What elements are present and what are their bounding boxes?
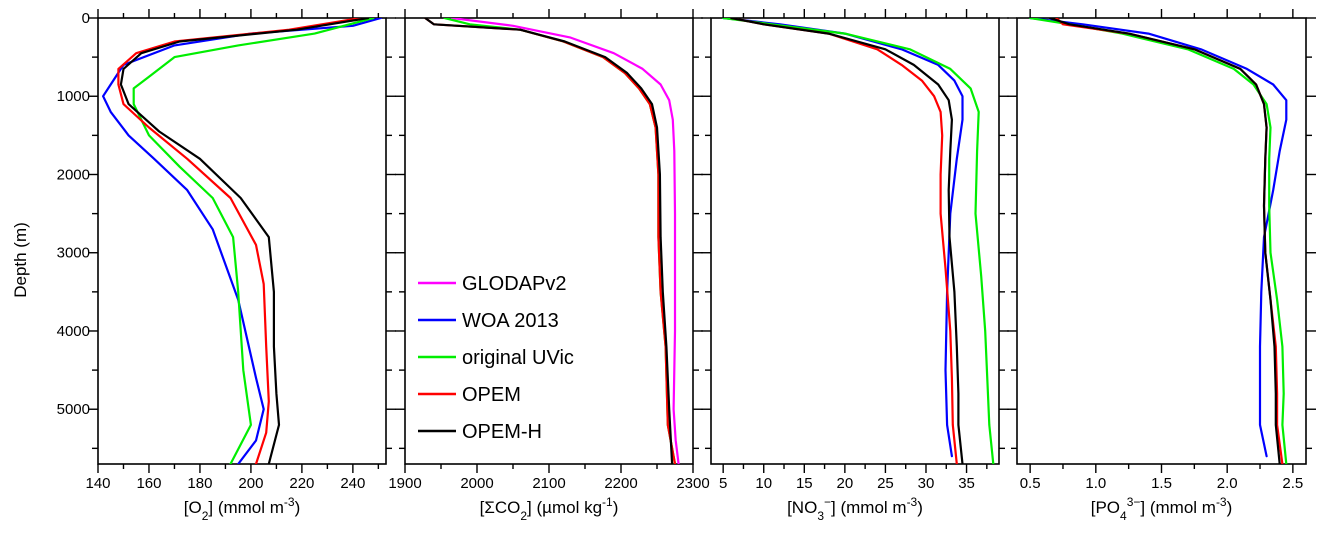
x-tick-label: 140 bbox=[85, 475, 110, 492]
series-group bbox=[424, 18, 680, 464]
series-line-opem-h bbox=[730, 18, 964, 464]
series-line-opem-h bbox=[424, 18, 674, 464]
x-tick-label: 25 bbox=[877, 475, 894, 492]
x-tick-label: 35 bbox=[958, 475, 975, 492]
y-axis-label: Depth (m) bbox=[11, 222, 30, 298]
panels: 140 160 180 200 220 240[O2] (mmol m-3)1900 200… bbox=[85, 9, 1316, 523]
x-axis-label: [NO3−] (mmol m-3) bbox=[787, 495, 923, 523]
legend-label: OPEM-H bbox=[462, 421, 542, 443]
y-tick-label: 1000 bbox=[57, 88, 90, 105]
y-tick-label: 0 bbox=[82, 10, 90, 27]
x-tick-label: 240 bbox=[340, 475, 365, 492]
x-axis-label: [O2] (mmol m-3) bbox=[184, 495, 301, 523]
x-tick-label: 2200 bbox=[604, 475, 637, 492]
x-tick-label: 30 bbox=[918, 475, 935, 492]
series-line-opem bbox=[1055, 18, 1284, 464]
depth-axis: Depth (m) 0 1000 2000 3000 4000 5000 bbox=[11, 10, 90, 418]
x-tick-label: 5 bbox=[719, 475, 727, 492]
panel-frame bbox=[710, 17, 1000, 465]
x-tick-label: 2300 bbox=[676, 475, 709, 492]
y-tick-label: 5000 bbox=[57, 401, 90, 418]
x-tick-label: 1900 bbox=[388, 475, 421, 492]
series-line-woa-2013 bbox=[722, 18, 964, 458]
series-group bbox=[102, 18, 382, 464]
x-tick-label: 1.5 bbox=[1151, 475, 1172, 492]
series-line-opem bbox=[117, 18, 362, 464]
series-line-original-uvic bbox=[722, 18, 995, 464]
x-tick-label: 10 bbox=[755, 475, 772, 492]
series-group bbox=[722, 18, 995, 464]
legend: GLODAPv2 WOA 2013 original UVic OPEM OPEM-H bbox=[418, 273, 574, 443]
legend-label: OPEM bbox=[462, 384, 521, 406]
panel-dic: 1900 2000 2100 2200 2300 [ΣCO2] (µmol kg-1) bbox=[388, 9, 710, 523]
series-line-opem bbox=[730, 18, 958, 464]
x-axis-label: [PO43−] (mmol m-3) bbox=[1091, 495, 1233, 523]
legend-label: WOA 2013 bbox=[462, 310, 559, 332]
x-tick-label: 0.5 bbox=[1020, 475, 1041, 492]
series-line-original-uvic bbox=[132, 18, 375, 464]
panel-o2: 140 160 180 200 220 240 [O2] (mmol m-3) bbox=[85, 9, 396, 523]
series-line-woa-2013 bbox=[102, 18, 382, 464]
panel-no3: 5 10 15 20 25 30 35 [NO3−] (mmol m-3) bbox=[701, 9, 1009, 523]
legend-label: GLODAPv2 bbox=[462, 273, 566, 295]
x-tick-label: 2000 bbox=[460, 475, 493, 492]
x-tick-label: 220 bbox=[289, 475, 314, 492]
series-line-glodapv2 bbox=[450, 18, 680, 464]
series-line-woa-2013 bbox=[1029, 18, 1288, 458]
x-tick-label: 20 bbox=[837, 475, 854, 492]
x-tick-label: 2.0 bbox=[1217, 475, 1238, 492]
panel-frame bbox=[1016, 17, 1307, 465]
x-tick-label: 2.5 bbox=[1282, 475, 1303, 492]
x-axis-label: [ΣCO2] (µmol kg-1) bbox=[480, 495, 619, 523]
series-line-original-uvic bbox=[1029, 18, 1288, 464]
y-tick-label: 4000 bbox=[57, 323, 90, 340]
x-tick-label: 15 bbox=[796, 475, 813, 492]
x-tick-label: 2100 bbox=[532, 475, 565, 492]
x-tick-label: 160 bbox=[136, 475, 161, 492]
panel-frame bbox=[97, 17, 387, 465]
series-group bbox=[1029, 18, 1288, 464]
series-line-opem-h bbox=[1048, 18, 1281, 464]
y-tick-label: 2000 bbox=[57, 166, 90, 183]
x-tick-label: 1.0 bbox=[1085, 475, 1106, 492]
panel-po4: 0.5 1.0 1.5 2.0 2.5 [PO43−] (mmol m-3) bbox=[1007, 9, 1316, 523]
x-tick-label: 200 bbox=[238, 475, 263, 492]
x-tick-label: 180 bbox=[187, 475, 212, 492]
y-tick-label: 3000 bbox=[57, 245, 90, 262]
series-line-opem-h bbox=[119, 18, 370, 464]
panel-frame bbox=[404, 17, 694, 465]
legend-label: original UVic bbox=[462, 347, 574, 369]
